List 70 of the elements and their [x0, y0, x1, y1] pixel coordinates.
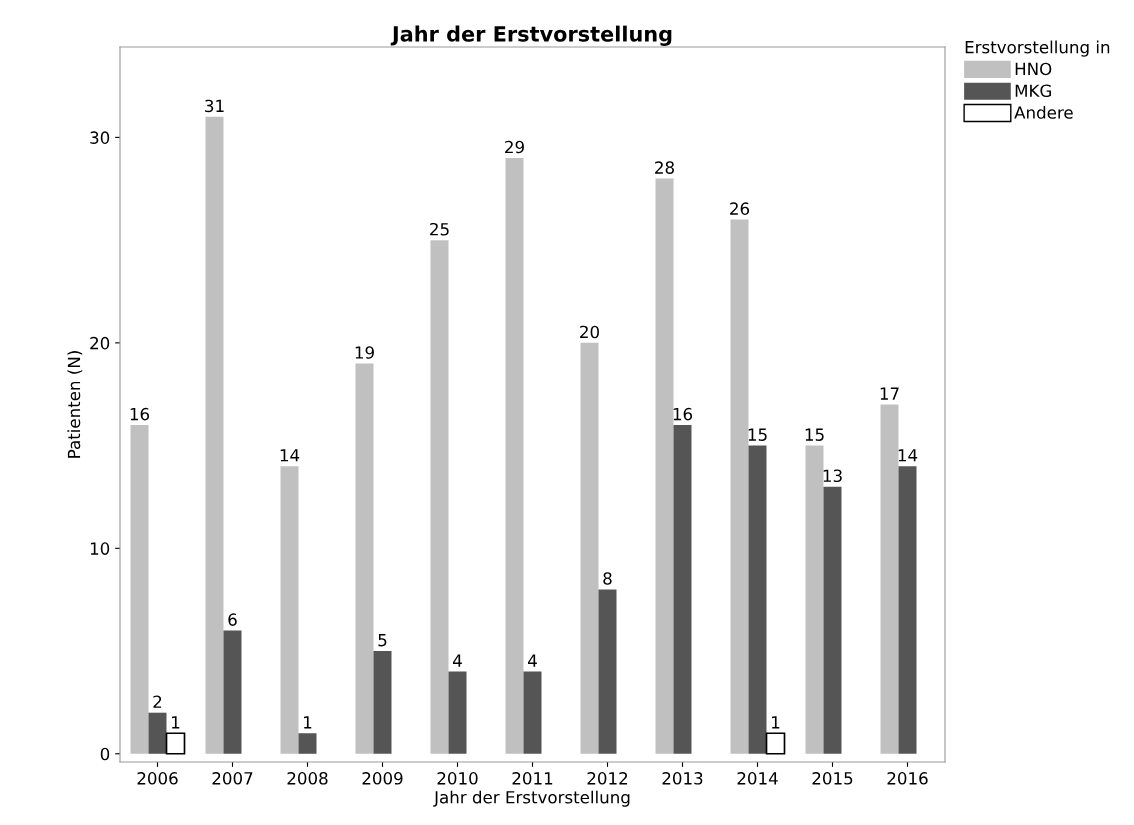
bar [280, 466, 299, 754]
x-tick-label: 2011 [512, 772, 553, 785]
data-label: 31 [205, 99, 224, 113]
x-tick-label: 2016 [887, 772, 928, 785]
bar [505, 157, 524, 754]
bar [730, 219, 749, 754]
bar [448, 671, 467, 754]
x-tick-label: 2010 [437, 772, 478, 785]
bar [130, 425, 149, 754]
bar [355, 363, 374, 754]
x-tick-label: 2008 [287, 772, 328, 785]
bar [148, 712, 167, 754]
bar [298, 733, 317, 754]
data-label: 16 [130, 407, 150, 421]
data-label: 14 [898, 449, 918, 462]
y-tick-label: 10 [90, 542, 110, 555]
data-label: 1 [304, 716, 312, 729]
data-label: 13 [823, 469, 842, 483]
data-label: 16 [673, 407, 693, 421]
x-tick-label: 2009 [362, 772, 403, 785]
bar [673, 425, 692, 754]
bar [598, 589, 617, 754]
bar [880, 404, 899, 754]
data-label: 25 [430, 222, 449, 236]
x-tick-label: 2014 [737, 772, 778, 785]
y-tick-label: 20 [90, 336, 110, 350]
legend-label: MKG [1015, 84, 1051, 98]
data-label: 20 [580, 325, 599, 339]
bar [430, 240, 449, 754]
bar [823, 486, 842, 754]
bar [223, 630, 242, 754]
x-tick-label: 2007 [212, 772, 253, 785]
bar [205, 116, 224, 754]
bar [165, 732, 186, 755]
data-label: 17 [880, 387, 899, 400]
legend-label: HNO [1015, 62, 1052, 76]
bar [805, 445, 824, 754]
data-label: 26 [730, 202, 750, 215]
data-label: 1 [772, 716, 780, 729]
data-label: 4 [453, 654, 462, 667]
bar [373, 651, 392, 754]
data-label: 8 [603, 572, 612, 585]
x-axis-title: Jahr der Erstvorstellung [433, 790, 630, 807]
data-label: 1 [172, 716, 180, 729]
legend-label: Andere [1014, 105, 1073, 119]
data-label: 15 [748, 428, 767, 441]
chart-title: Jahr der Erstvorstellung [390, 25, 672, 46]
data-label: 19 [355, 346, 374, 359]
x-tick-label: 2006 [137, 772, 178, 785]
bar [655, 178, 674, 754]
y-tick-label: 30 [90, 131, 110, 144]
data-label: 15 [805, 428, 824, 441]
x-tick-label: 2015 [812, 772, 853, 785]
x-tick-label: 2012 [587, 772, 628, 785]
bar [748, 445, 767, 754]
data-label: 4 [528, 654, 537, 667]
y-axis-title: Patienten (N) [67, 351, 83, 458]
bar [898, 466, 917, 754]
y-tick-label: 0 [100, 747, 110, 761]
data-label: 5 [378, 634, 387, 647]
legend-title: Erstvorstellung in [965, 40, 1110, 57]
data-label: 2 [153, 695, 162, 708]
bar [523, 671, 542, 754]
x-tick-label: 2013 [662, 772, 703, 785]
data-label: 29 [505, 140, 524, 154]
bar [580, 342, 599, 754]
data-label: 28 [655, 161, 674, 174]
data-label: 14 [280, 449, 300, 462]
bar [765, 732, 786, 755]
data-label: 6 [228, 613, 237, 626]
